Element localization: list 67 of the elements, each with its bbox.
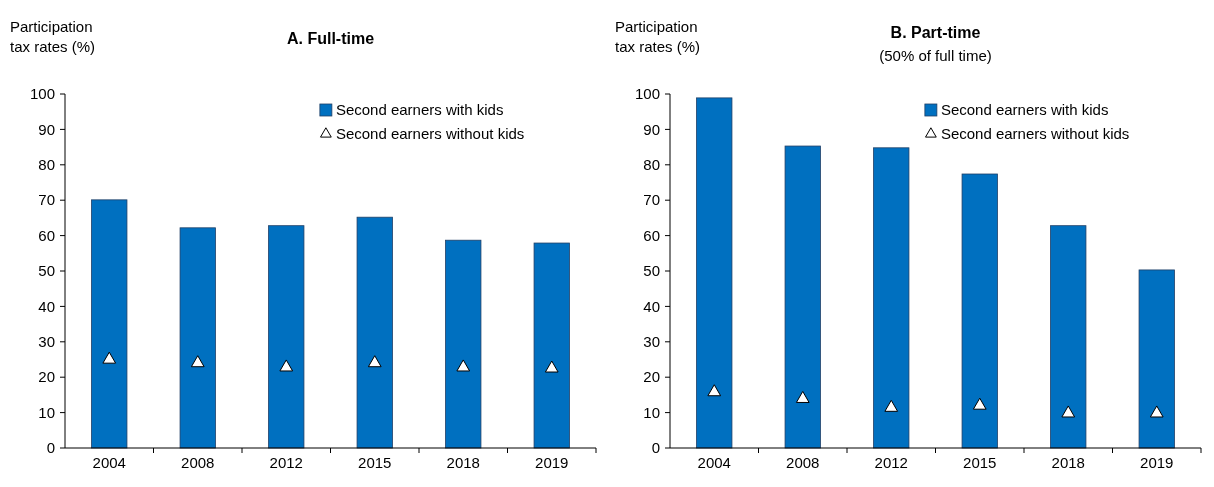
y-tick-label: 70 [38,191,55,209]
point [102,351,117,364]
chart-title: A. Full-time [286,30,375,47]
bar [356,216,393,449]
point [367,355,382,368]
y-tick-label: 90 [643,120,660,138]
point [1061,405,1076,418]
y-axis-title: Participation tax rates (%) [10,18,96,55]
x-tick-label: 2015 [963,454,997,471]
y-tick-label: 30 [38,333,55,351]
bar [1138,269,1175,449]
y-tick-label: 80 [643,156,660,174]
y-tick-label: 20 [38,368,55,386]
y-tick-label: 90 [38,120,55,138]
x-tick-label: 2004 [697,454,731,471]
y-tick-label: 70 [643,191,660,209]
bar [784,145,821,449]
y-tick-label: 60 [38,226,55,244]
x-tick-label: 2018 [446,454,480,471]
y-tick-label: 0 [651,439,660,457]
bar [268,225,305,449]
chart-title: B. Part-time [890,24,981,41]
y-axis-title: Participation tax rates (%) [615,18,701,55]
x-tick-label: 2012 [874,454,908,471]
y-tick-label: 0 [46,439,55,457]
point [544,360,559,373]
y-tick-label: 100 [634,85,660,103]
y-tick-label: 10 [38,403,55,421]
x-tick-label: 2008 [786,454,820,471]
bar [179,227,216,449]
bar [445,239,482,449]
y-tick-label: 40 [38,297,55,315]
legend-label: Second earners with kids [940,101,1109,119]
y-tick-label: 100 [29,85,55,103]
x-tick-label: 2019 [1140,454,1174,471]
point [1149,405,1164,418]
bar [91,199,128,449]
y-tick-label: 40 [643,297,660,315]
legend-label: Second earners without kids [335,125,525,143]
x-tick-label: 2012 [269,454,303,471]
x-tick-label: 2018 [1051,454,1085,471]
point [456,359,471,372]
legend-label: Second earners without kids [940,125,1130,143]
y-tick-label: 20 [643,368,660,386]
y-tick-label: 10 [643,403,660,421]
y-tick-label: 50 [643,262,660,280]
bar [696,97,733,449]
point [884,399,899,412]
x-tick-label: 2015 [358,454,392,471]
point [795,390,810,403]
y-tick-label: 30 [643,333,660,351]
point [972,397,987,410]
bar [1050,225,1087,449]
legend-label: Second earners with kids [335,101,504,119]
point [279,359,294,372]
y-tick-label: 80 [38,156,55,174]
bar [533,242,570,449]
x-tick-label: 2004 [92,454,126,471]
bar [961,173,998,449]
bar [873,147,910,449]
point [707,384,722,397]
y-tick-label: 60 [643,226,660,244]
y-tick-label: 50 [38,262,55,280]
x-tick-label: 2008 [181,454,215,471]
x-tick-label: 2019 [535,454,569,471]
point [190,355,205,368]
chart-subtitle: (50% of full time) [879,47,992,64]
